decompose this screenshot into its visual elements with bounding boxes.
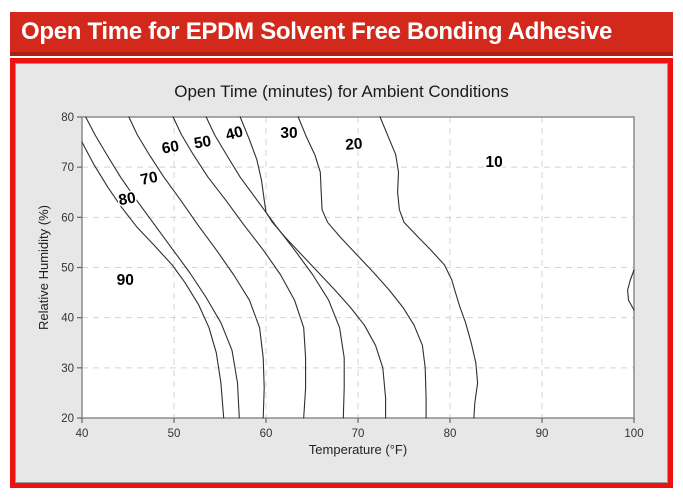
contour-label-80: 80: [117, 189, 137, 209]
y-tick-label: 60: [61, 212, 74, 224]
y-tick-label: 70: [61, 162, 74, 174]
x-tick-label: 70: [352, 428, 365, 440]
x-tick-label: 100: [624, 428, 643, 440]
x-tick-label: 90: [536, 428, 549, 440]
contour-line-30: [297, 116, 427, 419]
contour-label-50: 50: [193, 133, 213, 153]
contour-label-10: 10: [486, 154, 503, 171]
y-tick-label: 40: [61, 313, 74, 325]
contour-label-60: 60: [160, 138, 180, 158]
x-tick-label: 80: [444, 428, 457, 440]
x-tick-label: 60: [260, 428, 273, 440]
y-axis-title: Relative Humidity (%): [36, 205, 51, 330]
x-tick-label: 50: [168, 428, 181, 440]
contour-plot: 40 50 60 70 80 90 10020304050607080Temperature…: [36, 112, 644, 457]
banner-title: Open Time for EPDM Solvent Free Bonding …: [21, 18, 613, 45]
x-tick-label: 40: [76, 428, 89, 440]
contour-label-90: 90: [117, 272, 134, 289]
contour-line-20: [379, 116, 479, 419]
contour-line-60: [172, 116, 307, 419]
contour-line-70: [128, 116, 265, 419]
y-tick-label: 20: [61, 413, 74, 425]
contour-line-50: [205, 116, 345, 419]
y-tick-label: 50: [61, 263, 74, 275]
contour-line-10: [627, 269, 635, 311]
contour-line-90: [81, 141, 225, 419]
contour-label-70: 70: [139, 169, 159, 189]
chart-panel: Open Time (minutes) for Ambient Conditio…: [10, 58, 673, 488]
chart-surface: Open Time (minutes) for Ambient Conditio…: [15, 63, 668, 483]
contour-label-40: 40: [224, 123, 245, 144]
contour-label-30: 30: [280, 125, 297, 142]
contour-label-20: 20: [345, 135, 364, 153]
contour-line-80: [85, 116, 240, 419]
contour-line-40: [239, 116, 387, 419]
y-tick-label: 30: [61, 363, 74, 375]
y-tick-label: 80: [61, 112, 74, 124]
x-axis-title: Temperature (°F): [309, 442, 407, 457]
title-banner: Open Time for EPDM Solvent Free Bonding …: [10, 12, 673, 56]
